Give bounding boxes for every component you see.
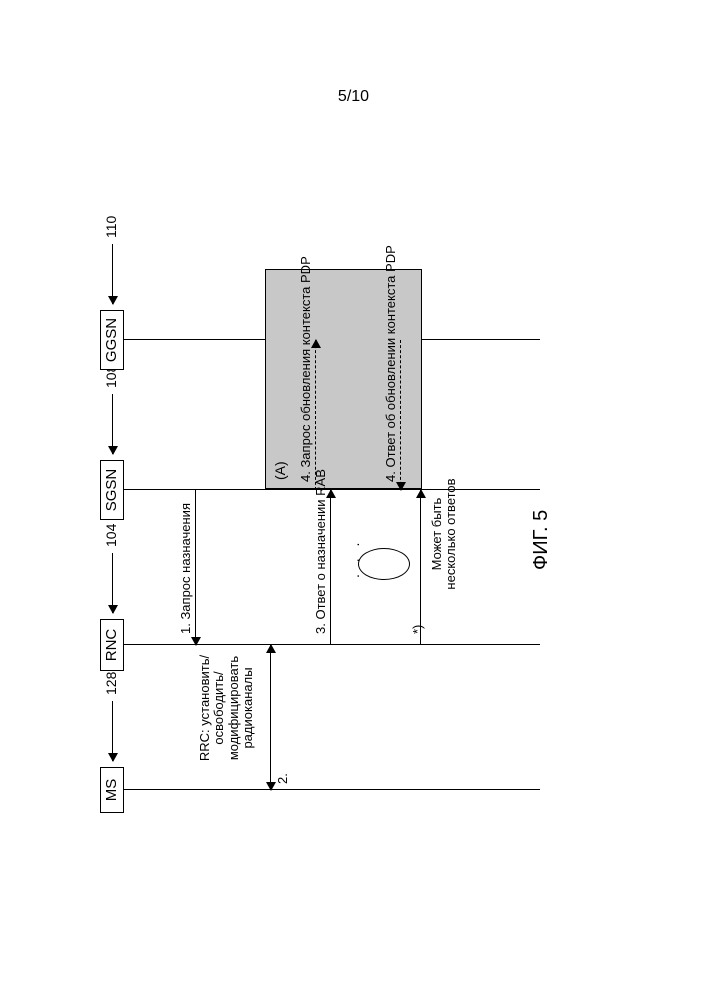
msg-numlabel-m2: 2. — [275, 773, 290, 784]
page-number: 5/10 — [0, 88, 707, 106]
msg-label-m3: 3. Ответ о назначении RAB — [313, 469, 328, 634]
msg-m3 — [330, 490, 331, 645]
shaded-region — [265, 269, 422, 489]
figure-caption: ФИГ. 5 — [530, 510, 553, 570]
msg-m4b — [400, 340, 401, 490]
msg-label-m4a: 4. Запрос обновления контекста PDP — [298, 256, 313, 482]
ref-arrow-ms — [112, 701, 113, 761]
node-sgsn: SGSN — [100, 460, 124, 520]
ref-arrow-ggsn — [112, 244, 113, 304]
lifeline-rnc — [124, 644, 540, 645]
ref-label-ms: 128 — [103, 672, 119, 695]
ref-label-rnc: 104 — [103, 524, 119, 547]
ref-label-ggsn: 110 — [103, 216, 119, 238]
msg-m2 — [270, 645, 271, 790]
loop-note: Может бытьнесколько ответов — [430, 464, 459, 604]
lifeline-ms — [124, 789, 540, 790]
msg-label-m1: 1. Запрос назначения — [178, 503, 193, 634]
msg-m5 — [420, 490, 421, 645]
msg-label-m4b: 4. Ответ об обновлении контекста PDP — [383, 245, 398, 482]
node-ms: MS — [100, 767, 124, 813]
ref-arrow-sgsn — [112, 394, 113, 454]
msg-m1 — [195, 490, 196, 645]
sequence-diagram: MS128RNC104SGSN108GGSN110(A)1. Запрос на… — [100, 170, 560, 830]
node-rnc: RNC — [100, 619, 124, 671]
loop-star: *) — [410, 625, 425, 634]
msg-label-m2: RRC: установить/освободить/модифицироват… — [198, 648, 255, 768]
loop-ellipse — [358, 548, 410, 580]
ref-arrow-rnc — [112, 553, 113, 613]
shaded-region-label: (A) — [272, 461, 288, 480]
node-ggsn: GGSN — [100, 310, 124, 370]
msg-m4a — [315, 340, 316, 490]
loop-dots: . . . — [346, 539, 362, 578]
